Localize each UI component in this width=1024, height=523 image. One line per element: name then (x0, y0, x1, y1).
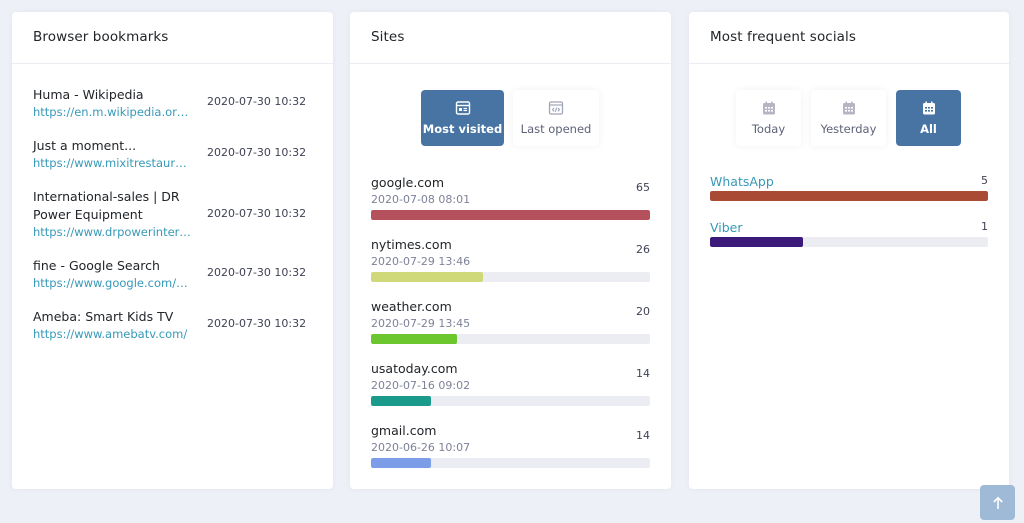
social-bar-fill (710, 237, 804, 247)
site-date: 2020-07-08 08:01 (371, 193, 471, 206)
social-count: 5 (981, 174, 988, 187)
site-item[interactable]: usatoday.com 2020-07-16 09:02 14 (371, 361, 650, 406)
social-bar-fill (710, 191, 988, 201)
browser-bookmarks-card: Browser bookmarks Huma - Wikipedia https… (12, 12, 333, 489)
social-name: WhatsApp (710, 174, 774, 189)
bookmarks-card-title: Browser bookmarks (12, 12, 333, 64)
socials-card-title: Most frequent socials (689, 12, 1009, 64)
site-bar-fill (371, 396, 431, 406)
site-bar-fill (371, 458, 431, 468)
sites-card-title: Sites (350, 12, 671, 64)
bookmark-date: 2020-07-30 10:32 (207, 207, 307, 220)
bookmark-title: Just a moment... (33, 138, 137, 153)
tab-all[interactable]: All (896, 90, 961, 146)
bookmark-item[interactable]: Just a moment... https://www.mixitrestau… (33, 137, 321, 171)
tab-label: Last opened (520, 122, 592, 136)
bookmark-date: 2020-07-30 10:32 (207, 266, 307, 279)
site-bar-track (371, 334, 650, 344)
socials-tab-group: Today Yesterday All (736, 90, 970, 146)
sites-card: Sites Most visited Last opened (350, 12, 671, 489)
site-item[interactable]: nytimes.com 2020-07-29 13:46 26 (371, 237, 650, 282)
site-date: 2020-07-29 13:45 (371, 317, 471, 330)
bookmark-item[interactable]: Ameba: Smart Kids TV https://www.amebatv… (33, 308, 321, 342)
code-window-icon (548, 101, 564, 115)
site-visit-count: 14 (636, 429, 650, 442)
sites-tab-group: Most visited Last opened (421, 90, 608, 146)
tab-label: Today (751, 122, 786, 136)
site-bar-track (371, 272, 650, 282)
bookmark-url-link[interactable]: https://www.google.com/search?q=fine (33, 276, 193, 290)
site-bar-track (371, 458, 650, 468)
site-visit-count: 14 (636, 367, 650, 380)
site-bar-fill (371, 210, 650, 220)
social-item[interactable]: Viber 1 (710, 220, 988, 247)
site-bar-fill (371, 334, 458, 344)
scroll-to-top-button[interactable] (980, 485, 1015, 520)
bookmark-url-link[interactable]: https://www.mixitrestaurant.com/ (33, 156, 193, 170)
bookmark-title: International-sales | DR Power Equipment (33, 189, 180, 222)
browser-window-icon (455, 101, 470, 115)
site-domain: google.com (371, 175, 444, 190)
tab-label: All (920, 122, 937, 136)
site-bar-track (371, 210, 650, 220)
site-item[interactable]: gmail.com 2020-06-26 10:07 14 (371, 423, 650, 468)
most-frequent-socials-card: Most frequent socials Today Yesterday (689, 12, 1009, 489)
bookmark-date: 2020-07-30 10:32 (207, 317, 307, 330)
social-bar-track (710, 191, 988, 201)
site-visit-count: 26 (636, 243, 650, 256)
site-date: 2020-06-26 10:07 (371, 441, 471, 454)
site-date: 2020-07-29 13:46 (371, 255, 471, 268)
site-item[interactable]: weather.com 2020-07-29 13:45 20 (371, 299, 650, 344)
tab-last-opened[interactable]: Last opened (513, 90, 599, 146)
site-domain: usatoday.com (371, 361, 458, 376)
tab-label: Yesterday (820, 122, 877, 136)
social-bar-track (710, 237, 988, 247)
arrow-up-icon (992, 496, 1003, 509)
social-count: 1 (981, 220, 988, 233)
site-date: 2020-07-16 09:02 (371, 379, 471, 392)
tab-today[interactable]: Today (736, 90, 801, 146)
bookmark-item[interactable]: fine - Google Search https://www.google.… (33, 257, 321, 291)
bookmark-title: Huma - Wikipedia (33, 87, 144, 102)
tab-most-visited[interactable]: Most visited (421, 90, 504, 146)
social-name: Viber (710, 220, 743, 235)
tab-yesterday[interactable]: Yesterday (811, 90, 886, 146)
site-item[interactable]: google.com 2020-07-08 08:01 65 (371, 175, 650, 220)
site-bar-fill (371, 272, 483, 282)
site-domain: nytimes.com (371, 237, 452, 252)
site-visit-count: 65 (636, 181, 650, 194)
bookmark-date: 2020-07-30 10:32 (207, 95, 307, 108)
calendar-icon (762, 101, 775, 115)
bookmark-url-link[interactable]: https://www.amebatv.com/ (33, 327, 188, 341)
bookmark-item[interactable]: Huma - Wikipedia https://en.m.wikipedia.… (33, 86, 321, 120)
calendar-icon (842, 101, 855, 115)
bookmark-title: fine - Google Search (33, 258, 160, 273)
bookmark-url-link[interactable]: https://www.drpowerinternational.com/ (33, 225, 193, 239)
bookmark-title: Ameba: Smart Kids TV (33, 309, 174, 324)
bookmark-date: 2020-07-30 10:32 (207, 146, 307, 159)
calendar-icon (922, 101, 935, 115)
bookmark-item[interactable]: International-sales | DR Power Equipment… (33, 188, 321, 240)
social-item[interactable]: WhatsApp 5 (710, 174, 988, 201)
bookmark-url-link[interactable]: https://en.m.wikipedia.org/wiki/Huma (33, 105, 193, 119)
tab-label: Most visited (422, 122, 503, 136)
site-domain: gmail.com (371, 423, 437, 438)
site-domain: weather.com (371, 299, 452, 314)
site-bar-track (371, 396, 650, 406)
site-visit-count: 20 (636, 305, 650, 318)
